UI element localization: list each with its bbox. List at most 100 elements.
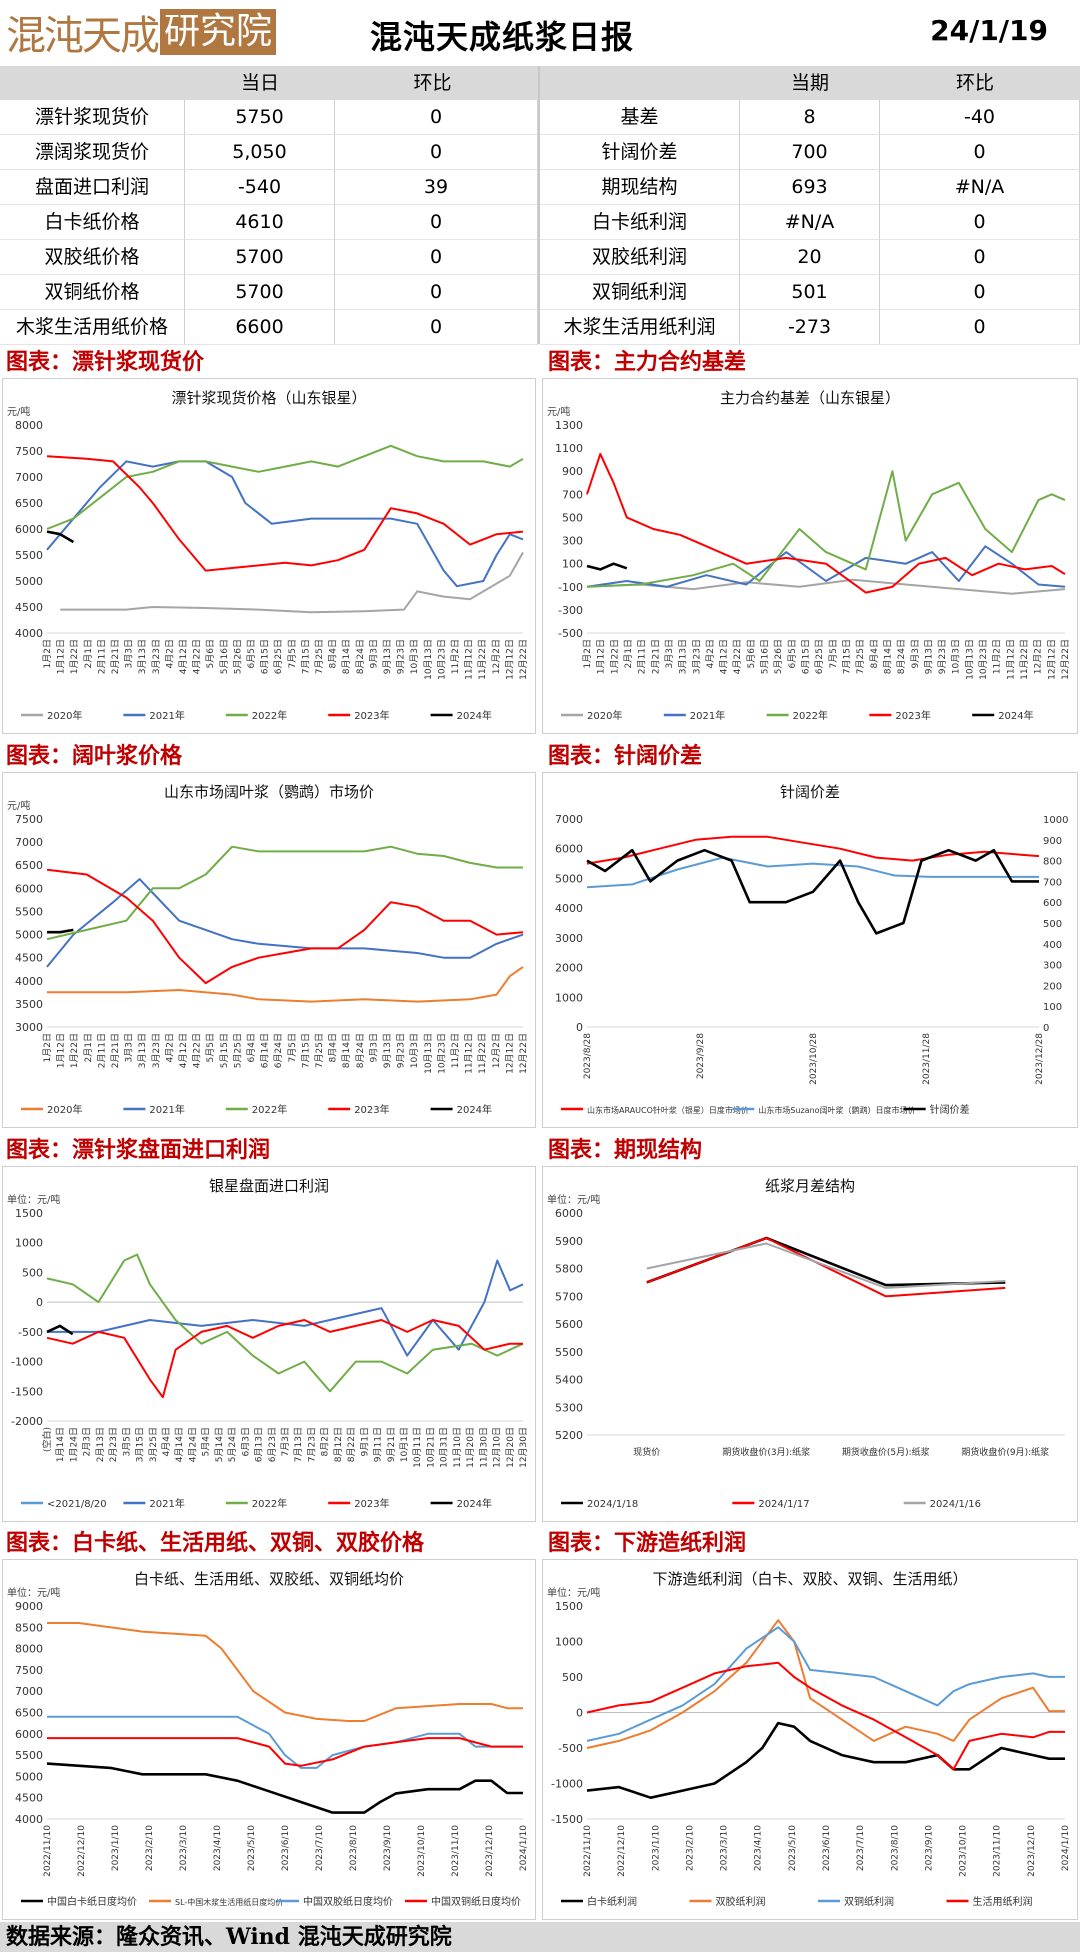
x-tick-label: 10月31日 [439, 1427, 450, 1468]
x-tick-label: 5月6日 [205, 639, 216, 668]
x-tick-label: 9月13日 [382, 639, 393, 674]
series-line-0 [586, 835, 1040, 865]
y-tick-label: 100 [562, 558, 583, 571]
y2-tick-label: 600 [1043, 898, 1062, 909]
legend-label: 2023年 [354, 1497, 389, 1510]
row-change: 0 [880, 275, 1080, 310]
series-line-1 [586, 1619, 1065, 1749]
chart-paper-prices: 白卡纸、生活用纸、双胶纸、双铜纸均价 单位：元/吨 4000 4500 5000 5500… [2, 1559, 536, 1920]
y-tick-label: 4000 [15, 627, 43, 640]
series-line-1 [47, 1259, 524, 1357]
y2-tick-label: 1000 [1043, 815, 1068, 826]
y-tick-label: -300 [558, 604, 583, 617]
x-tick-label: 1月12日 [56, 1033, 67, 1068]
y-tick-label: 6000 [15, 523, 43, 536]
series-line-4 [47, 928, 74, 934]
x-tick-label: 2022/12/10 [617, 1825, 627, 1877]
y-tick-label: 6000 [15, 1728, 43, 1741]
x-tick-label: 2023/12/10 [485, 1825, 495, 1877]
section-title-hardwood-price: 图表：阔叶浆价格 [6, 743, 183, 769]
x-tick-label: 3月23日 [691, 639, 702, 674]
x-tick-label: 2024/1/10 [1061, 1825, 1071, 1871]
row-change: 0 [335, 275, 538, 310]
y-tick-label: 2000 [555, 962, 583, 975]
x-tick-label: 4月2日 [164, 639, 175, 668]
section-title-paper-prices: 图表：白卡纸、生活用纸、双铜、双胶价格 [6, 1530, 425, 1556]
legend-label: 2020年 [587, 709, 622, 722]
x-tick-label: 2月1日 [83, 639, 94, 668]
x-tick-label: 12月10日 [492, 1427, 503, 1468]
series-line-1 [46, 878, 524, 968]
x-tick-label: 期货收盘价(3月):纸浆 [722, 1446, 810, 1458]
x-tick-label: 3月15日 [135, 1427, 146, 1462]
legend-label: 2021年 [690, 709, 725, 722]
y-tick-label: 1100 [555, 442, 583, 455]
y2-tick-label: 900 [1043, 836, 1062, 847]
x-tick-label: 1月24日 [68, 1427, 79, 1462]
row-value: -273 [740, 310, 880, 345]
header-change-right: 环比 [955, 72, 994, 94]
x-tick-label: 8月4日 [869, 639, 880, 668]
legend-label: 中国双铜纸日度均价 [431, 1895, 521, 1908]
series-line-2 [46, 1253, 524, 1393]
x-tick-label: 4月4日 [161, 1427, 172, 1456]
x-tick-label: 7月5日 [287, 639, 298, 668]
x-tick-label: 2023/10/10 [959, 1825, 969, 1877]
x-tick-label: 9月23日 [396, 639, 407, 674]
chart-title: 白卡纸、生活用纸、双胶纸、双铜纸均价 [134, 1570, 404, 1588]
chart-svg: 下游造纸利润（白卡、双胶、双铜、生活用纸） 单位：元/吨 -1500 -1000 -50… [547, 1570, 1071, 1908]
row-label: 期现结构 [540, 170, 740, 205]
y-tick-label: 500 [22, 1266, 43, 1279]
y-tick-label: 5000 [15, 1770, 43, 1783]
x-tick-label: 10月3日 [409, 1033, 420, 1068]
row-change: 39 [335, 170, 538, 205]
x-tick-label: 10月23日 [978, 639, 989, 680]
x-tick-label: 2月21日 [110, 639, 121, 674]
y-tick-label: 3000 [555, 932, 583, 945]
legend-label: 2023年 [354, 1103, 389, 1116]
y-tick-label: 0 [36, 1296, 43, 1309]
x-tick-label: 4月22日 [192, 1033, 203, 1068]
y-tick-label: 4500 [15, 601, 43, 614]
series-line-2 [586, 848, 1039, 935]
x-tick-label: 10月13日 [964, 639, 975, 680]
row-change: -40 [880, 100, 1080, 135]
x-tick-label: 4月24日 [187, 1427, 198, 1462]
x-tick-label: 11月12日 [464, 1033, 475, 1074]
series-line-2 [47, 1715, 523, 1769]
x-tick-label: 8月24日 [896, 639, 907, 674]
x-tick-label: 11月12日 [1005, 639, 1016, 680]
row-label: 双铜纸利润 [540, 275, 740, 310]
row-value: 6600 [185, 310, 335, 345]
row-label: 针阔价差 [540, 135, 740, 170]
x-tick-label: 11月2日 [992, 639, 1003, 674]
x-tick-label: 1月22日 [69, 639, 80, 674]
row-change: #N/A [880, 170, 1080, 205]
legend-label: 中国白卡纸日度均价 [47, 1895, 137, 1908]
row-value: 700 [740, 135, 880, 170]
legend-label: 2022年 [252, 1497, 287, 1510]
y2-tick-label: 0 [1043, 1023, 1049, 1034]
x-tick-label: 9月3日 [368, 1033, 379, 1062]
legend-label: 2022年 [793, 709, 828, 722]
x-tick-label: 5月5日 [205, 1033, 216, 1062]
x-tick-label: 2023/8/10 [890, 1825, 900, 1871]
x-tick-label: 7月5日 [828, 639, 839, 668]
x-tick-label: 8月14日 [882, 639, 893, 674]
x-tick-label: 7月13日 [293, 1427, 304, 1462]
row-value: 693 [740, 170, 880, 205]
x-tick-label: 11月22日 [1019, 639, 1030, 680]
x-tick-label: 2023/9/10 [383, 1825, 393, 1871]
header-today: 当日 [240, 72, 279, 94]
x-tick-label: 4月12日 [178, 1033, 189, 1068]
x-tick-label: 4月2日 [705, 639, 716, 668]
y-unit-label: 单位：元/吨 [7, 1193, 60, 1206]
y-tick-label: 9000 [15, 1600, 43, 1613]
x-tick-label: 2023/7/10 [315, 1825, 325, 1871]
row-value: 501 [740, 275, 880, 310]
x-tick-label: 3月3日 [664, 639, 675, 668]
x-tick-label: 4月14日 [174, 1427, 185, 1462]
y-tick-label: 5400 [555, 1374, 583, 1387]
x-tick-label: 现货价 [633, 1446, 660, 1458]
x-tick-label: 9月21日 [386, 1427, 397, 1462]
